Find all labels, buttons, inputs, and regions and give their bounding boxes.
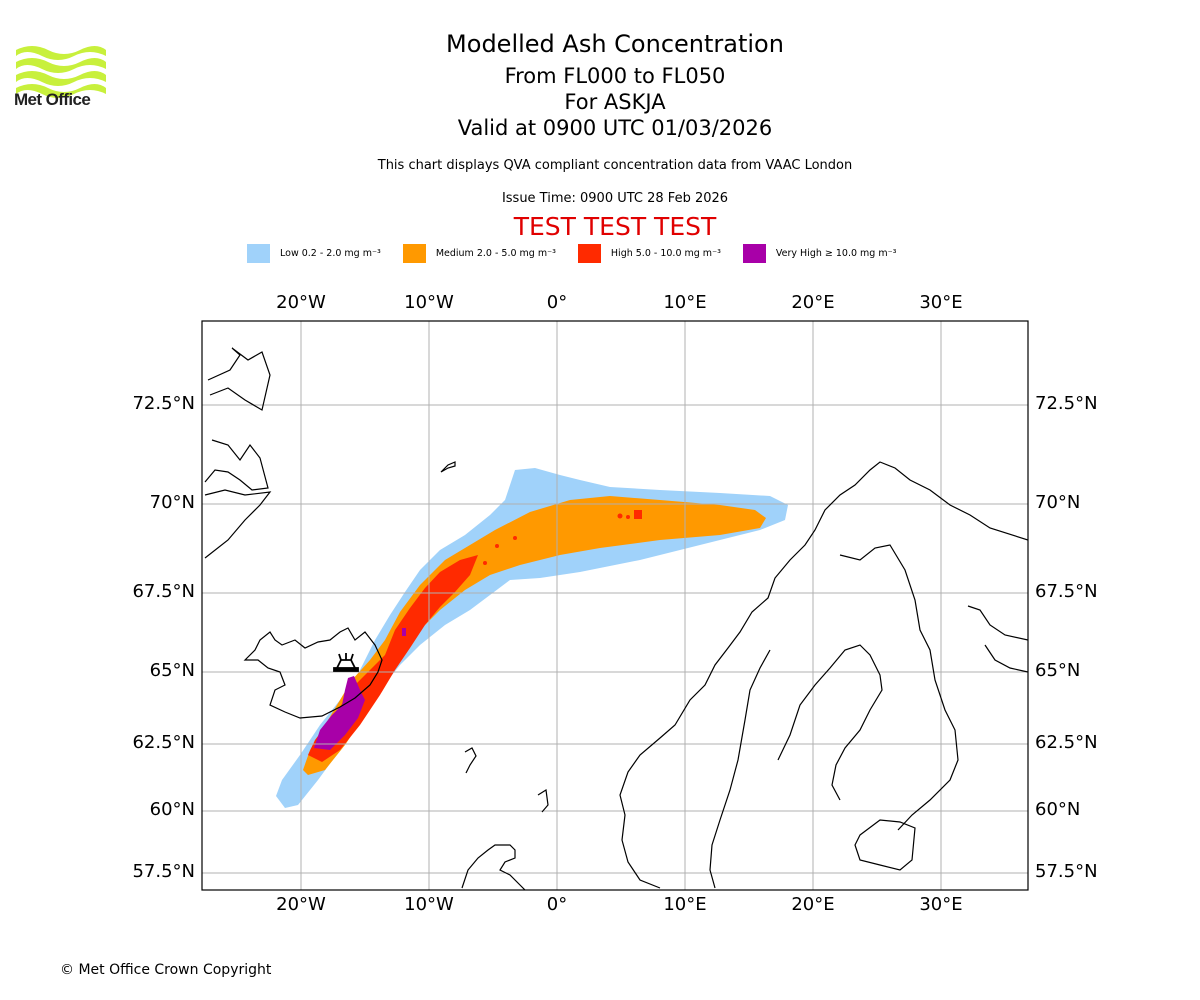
legend-swatch-low: [247, 243, 270, 263]
ash-high-speck: [483, 561, 487, 565]
lat-tick-left: 57.5°N: [132, 861, 195, 882]
chart-title: Modelled Ash Concentration: [446, 30, 784, 58]
lat-tick-right: 70°N: [1035, 492, 1081, 513]
coastline-jan-mayen: [440, 461, 456, 473]
legend: Low 0.2 - 2.0 mg m⁻³ Medium 2.0 - 5.0 mg…: [247, 243, 918, 263]
ash-high-speck: [617, 513, 623, 519]
lat-tick-right: 65°N: [1035, 660, 1081, 681]
lat-tick-right: 62.5°N: [1035, 732, 1098, 753]
volcano-icon: [333, 653, 359, 672]
ash-very-high-speck: [402, 628, 406, 636]
legend-swatch-very-high: [742, 243, 766, 263]
lon-tick-top: 10°E: [663, 292, 707, 313]
lat-tick-left: 60°N: [149, 799, 195, 820]
coastline-greenland: [204, 347, 272, 559]
met-office-logo-icon: [16, 46, 106, 98]
copyright: © Met Office Crown Copyright: [60, 962, 272, 978]
legend-swatch-high: [577, 243, 601, 263]
ash-high-speck: [626, 515, 630, 519]
lat-tick-right: 60°N: [1035, 799, 1081, 820]
chart-subtitle: This chart displays QVA compliant concen…: [377, 158, 853, 173]
lon-tick-top: 10°W: [404, 292, 454, 313]
lat-tick-left: 65°N: [149, 660, 195, 681]
ash-high-speck: [513, 536, 517, 540]
issue-time: Issue Time: 0900 UTC 28 Feb 2026: [501, 191, 729, 206]
lat-tick-left: 67.5°N: [132, 581, 195, 602]
lat-tick-right: 57.5°N: [1035, 861, 1098, 882]
legend-item-medium: Medium 2.0 - 5.0 mg m⁻³: [402, 243, 556, 263]
test-banner: TEST TEST TEST: [513, 212, 717, 241]
lon-tick-bottom: 30°E: [919, 894, 963, 915]
legend-label-low: Low 0.2 - 2.0 mg m⁻³: [280, 247, 381, 259]
lon-tick-bottom: 10°E: [663, 894, 707, 915]
legend-item-very-high: Very High ≥ 10.0 mg m⁻³: [742, 243, 897, 263]
ash-plume: [276, 468, 788, 808]
lon-tick-bottom: 20°W: [276, 894, 326, 915]
coastline-faroe: [464, 747, 477, 774]
coastline-russia: [967, 605, 1028, 673]
lon-tick-bottom: 0°: [546, 894, 568, 915]
graticule: [202, 321, 1028, 890]
lat-tick-left: 70°N: [149, 492, 195, 513]
coastline-scandinavia: [619, 461, 1028, 889]
lon-tick-top: 20°W: [276, 292, 326, 313]
legend-item-low: Low 0.2 - 2.0 mg m⁻³: [247, 243, 381, 263]
coastline-iceland: [243, 627, 383, 719]
lat-tick-left: 72.5°N: [132, 393, 195, 414]
coastline-scotland: [461, 844, 526, 890]
volcano-name: For ASKJA: [564, 90, 666, 114]
ash-very-high: [314, 676, 365, 750]
legend-label-very-high: Very High ≥ 10.0 mg m⁻³: [775, 247, 897, 259]
lon-tick-bottom: 10°W: [404, 894, 454, 915]
lon-tick-bottom: 20°E: [791, 894, 835, 915]
ash-high-speck: [634, 510, 642, 519]
legend-label-high: High 5.0 - 10.0 mg m⁻³: [610, 247, 721, 259]
coastline-shetland: [537, 788, 549, 813]
logo-text: Met Office: [14, 90, 91, 109]
lon-tick-top: 20°E: [791, 292, 835, 313]
coastlines: [204, 347, 1028, 890]
legend-swatch-medium: [402, 243, 426, 263]
legend-label-medium: Medium 2.0 - 5.0 mg m⁻³: [435, 247, 556, 259]
legend-item-high: High 5.0 - 10.0 mg m⁻³: [577, 243, 721, 263]
lon-tick-top: 30°E: [919, 292, 963, 313]
ash-low: [276, 468, 788, 808]
lon-tick-top: 0°: [546, 292, 568, 313]
ash-high-speck: [495, 544, 499, 548]
valid-time: Valid at 0900 UTC 01/03/2026: [457, 116, 773, 140]
flight-levels: From FL000 to FL050: [504, 64, 726, 88]
lat-tick-right: 72.5°N: [1035, 393, 1098, 414]
lat-tick-left: 62.5°N: [132, 732, 195, 753]
lat-tick-right: 67.5°N: [1035, 581, 1098, 602]
map-frame: [201, 320, 1029, 891]
